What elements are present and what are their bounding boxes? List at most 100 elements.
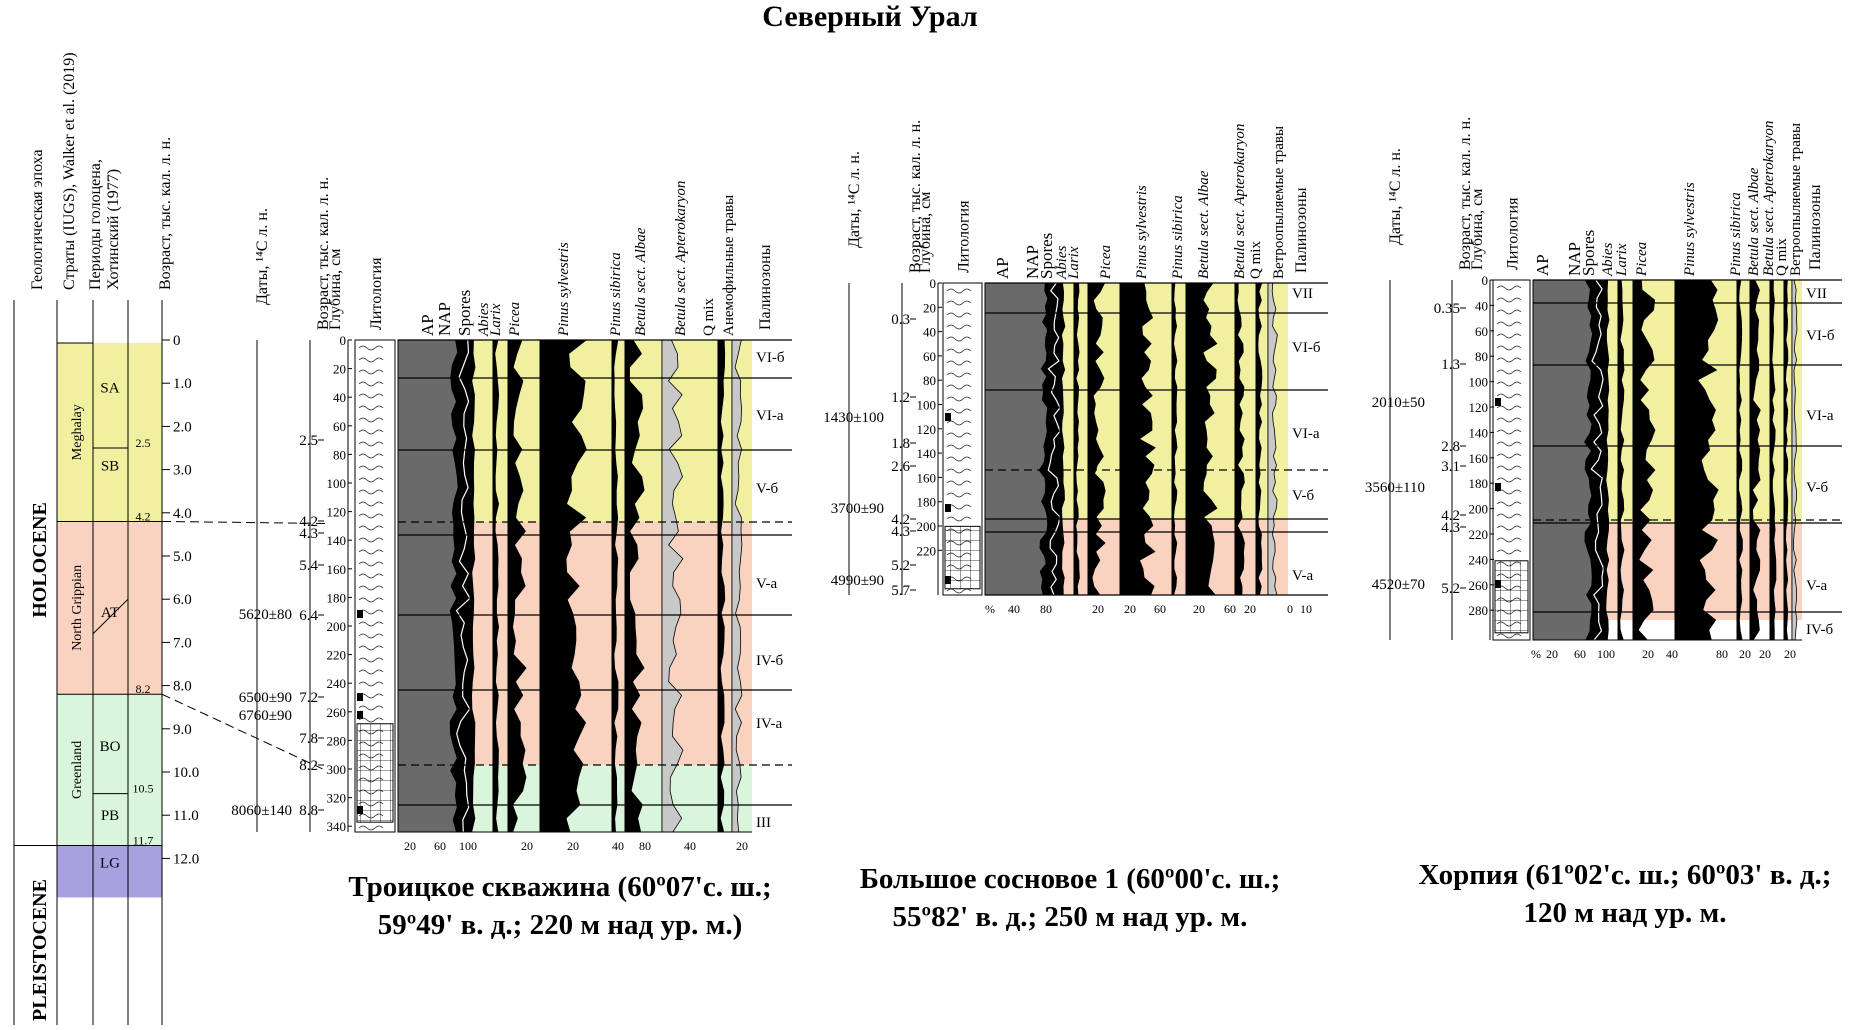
- depth-label: 200: [1469, 502, 1489, 517]
- header-depth: Глубина, см: [327, 249, 344, 330]
- taxon-header: NAP: [1565, 242, 1584, 276]
- zone-label: VI-б: [1806, 328, 1835, 344]
- lithology-symbol: [1496, 381, 1522, 387]
- depth-label: 40: [333, 390, 346, 405]
- taxon-curve: [1267, 282, 1278, 596]
- zone-label: V-б: [1806, 480, 1828, 496]
- depth-label: 20: [923, 300, 936, 315]
- depth-label: 140: [1469, 425, 1489, 440]
- age-tick-label: 5.0: [173, 549, 192, 565]
- depth-label: 160: [327, 562, 347, 577]
- zone-label: IV-a: [756, 716, 782, 732]
- age-label: 5.7: [891, 583, 910, 599]
- taxon-header: Pinus sylvestris: [1682, 182, 1698, 277]
- depth-label: 240: [327, 676, 347, 691]
- radiocarbon-date: 6760±90: [239, 708, 292, 724]
- lithology-symbol: [358, 669, 384, 675]
- site-khorpiya-diagram: 0 40 60 80 100 120 140 160 180 200 220 240 260 280 0.3…: [1365, 117, 1842, 661]
- header-depth: Глубина, см: [1469, 189, 1486, 270]
- taxon-header: Larix: [1066, 246, 1082, 280]
- greenland-band: [57, 694, 162, 846]
- depth-label: 220: [1469, 527, 1489, 542]
- caption-line: Хорпия (61º02'с. ш.; 60º03' в. д.;: [1418, 859, 1832, 891]
- depth-label: 180: [327, 590, 347, 605]
- age-label: 4.2: [299, 514, 318, 530]
- radiocarbon-date: 8060±140: [231, 803, 292, 819]
- lithology-symbol: [1496, 513, 1522, 519]
- taxon-header: Abies: [476, 303, 492, 337]
- lithology-symbol: [946, 408, 972, 414]
- axis-label: %: [1531, 647, 1541, 661]
- age-label: 2.6: [891, 459, 910, 475]
- radiocarbon-date: 1430±100: [823, 410, 884, 426]
- lithology-symbol: [1496, 333, 1522, 339]
- caption-line: Большое сосновое 1 (60º00'с. ш.;: [859, 863, 1281, 895]
- taxon-header: Pinus sibirica: [608, 252, 624, 337]
- taxon-header: Picea: [507, 302, 523, 337]
- pleistocene-band: [57, 845, 162, 898]
- zone-label: V-б: [756, 481, 778, 497]
- lithology-symbol: [946, 396, 972, 402]
- age-label: 8.8: [299, 803, 318, 819]
- zone-label: VI-a: [1292, 426, 1320, 442]
- taxon-curve: [1674, 279, 1719, 641]
- caption-line: 59º49' в. д.; 220 м над ур. м.): [377, 909, 743, 941]
- header-age: Возраст, тыс. кал. л. н.: [315, 177, 332, 330]
- period-sb: SB: [101, 458, 119, 474]
- taxon-header: AP: [418, 314, 437, 336]
- taxon-curve: [1234, 282, 1245, 596]
- depth-label: 280: [1469, 603, 1489, 618]
- zone-label: V-a: [756, 576, 777, 592]
- lithology-symbol: [358, 369, 384, 375]
- date-sample-marker: [1495, 580, 1501, 588]
- axis-label: 20: [521, 839, 533, 853]
- lithology-symbol: [358, 597, 384, 603]
- scale-header: Геологическая эпоха: [29, 149, 46, 290]
- taxon-header: Анемофильные травы: [721, 195, 737, 336]
- taxon-header: Picea: [1634, 242, 1650, 277]
- lithology-symbol: [358, 357, 384, 363]
- lithology-symbol: [946, 288, 972, 294]
- age-label: 8.2: [299, 758, 318, 774]
- axis-label: 80: [1040, 602, 1052, 616]
- radiocarbon-date: 4990±90: [831, 573, 884, 589]
- ap-curve: [984, 282, 1049, 596]
- spores-curve: [455, 339, 471, 833]
- lithology-symbol: [358, 465, 384, 471]
- depth-label: 120: [917, 422, 937, 437]
- date-sample-marker: [945, 504, 951, 512]
- lithology-symbol: [358, 633, 384, 639]
- axis-label: 40: [1008, 602, 1020, 616]
- lithology-symbol: [358, 429, 384, 435]
- axis-label: 60: [1224, 602, 1236, 616]
- axis-label: 20: [1092, 602, 1104, 616]
- lithology-symbol: [358, 549, 384, 555]
- axis-label: 100: [459, 839, 477, 853]
- scale-header: Страты (IUGS), Walker et al. (2019): [61, 52, 78, 290]
- depth-label: 140: [917, 446, 937, 461]
- taxon-curve: [1255, 282, 1263, 596]
- zone-label: VI-a: [1806, 408, 1834, 424]
- period-bound: 10.5: [133, 782, 154, 796]
- ap-curve: [397, 339, 459, 833]
- taxon-header: NAP: [1023, 245, 1042, 279]
- lithology-symbol: [1496, 525, 1522, 531]
- lithology-symbol: [1496, 537, 1522, 543]
- period-divider: [92, 598, 129, 635]
- age-tick-label: 0: [173, 333, 181, 349]
- epoch-pleistocene: PLEISTOCENE: [29, 879, 51, 1021]
- axis-label: 20: [1193, 602, 1205, 616]
- lithology-symbol: [358, 645, 384, 651]
- lithology-symbol: [358, 417, 384, 423]
- period-bound: 11.7: [133, 833, 154, 847]
- age-label: 2.5: [299, 433, 318, 449]
- depth-label: 120: [1469, 400, 1489, 415]
- zone-label: VI-б: [1292, 340, 1321, 356]
- zone-label: III: [756, 815, 771, 831]
- date-sample-marker: [357, 610, 363, 618]
- taxon-header: Pinus sylvestris: [556, 242, 572, 337]
- lithology-symbol: [946, 432, 972, 438]
- lithology-symbol: [1496, 477, 1522, 483]
- north-grippian-band: [57, 521, 162, 695]
- depth-label: 100: [327, 476, 347, 491]
